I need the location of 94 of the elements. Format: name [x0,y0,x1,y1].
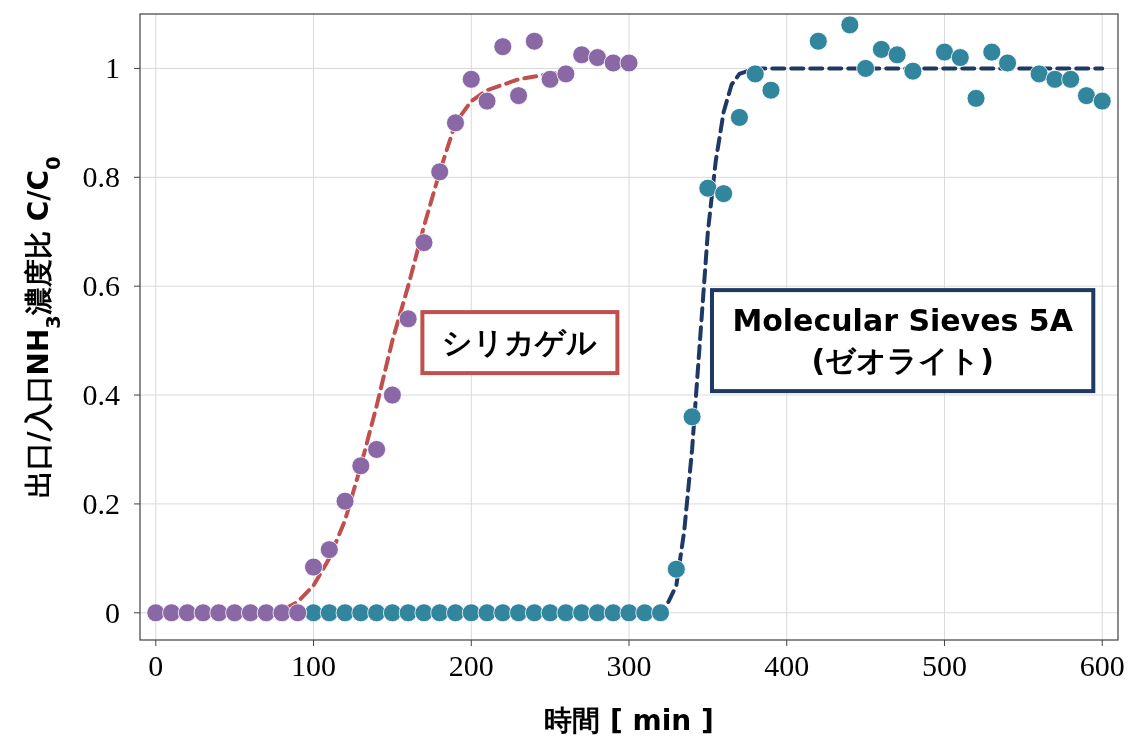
point [1045,69,1065,89]
point [477,603,497,623]
point [1061,69,1081,89]
point [382,603,402,623]
point [871,39,891,59]
point [146,603,166,623]
x-tick-label: 0 [148,649,164,682]
point [398,309,418,329]
x-tick-label: 500 [921,649,967,682]
point [351,456,371,476]
point [588,48,607,67]
point [225,603,245,623]
point [572,603,592,623]
point [603,53,623,73]
point [887,45,907,65]
x-tick-label: 400 [764,649,810,682]
point [714,184,734,204]
x-tick-label: 300 [606,649,652,682]
point [666,559,686,579]
series-label: Molecular Sieves 5A (ゼオライト) [732,303,1074,379]
point [493,37,513,57]
point [966,88,986,108]
point [193,603,213,623]
point [761,80,781,100]
point [319,540,339,560]
series-label: シリカゲル [420,310,620,376]
y-tick-label: 0 [105,595,120,629]
point [461,603,481,623]
point [493,603,513,623]
point [162,603,181,623]
point [682,407,702,427]
point [477,91,497,111]
point [351,603,371,623]
series-label: Molecular Sieves 5A (ゼオライト) [710,288,1096,394]
point [950,48,970,67]
point [414,233,434,253]
x-tick-label: 100 [291,649,337,682]
point [272,603,292,623]
point [319,603,339,623]
point [509,86,528,106]
point [430,603,450,623]
x-axis-title: 時間 [ min ] [544,704,714,737]
point [856,59,876,78]
y-tick-label: 0.6 [82,269,120,303]
y-tick-label: 1 [105,51,120,85]
point [840,15,860,35]
point [209,603,229,623]
point [1092,91,1112,111]
point [651,603,670,623]
point [588,603,607,623]
point [177,603,197,623]
point [241,603,260,623]
point [414,603,434,623]
point [524,31,544,51]
point [540,69,560,89]
point [698,178,718,198]
x-tick-label: 600 [1079,649,1125,682]
y-tick-label: 0.8 [82,160,120,194]
point [398,603,418,623]
point [935,42,954,62]
point [335,491,355,511]
point [367,603,387,623]
point [635,603,655,623]
point [430,162,450,182]
point [998,53,1017,73]
point [1029,64,1049,84]
point [745,64,765,84]
point [446,603,465,623]
point [556,603,576,623]
point [256,603,276,623]
point [619,603,639,623]
point [304,557,323,577]
point [808,31,828,51]
point [603,603,623,623]
point [382,385,402,405]
point [446,113,465,133]
point [619,53,639,73]
x-tick-label: 200 [448,649,494,682]
point [730,108,749,127]
point [288,603,308,623]
y-tick-label: 0.2 [82,486,120,520]
point [509,603,528,623]
point [572,45,592,65]
series-label: シリカゲル [442,325,598,361]
point [524,603,544,623]
point [540,603,560,623]
point [556,64,576,84]
point [903,61,923,81]
point [461,69,481,89]
point [335,603,355,623]
point [367,440,387,459]
y-tick-label: 0.4 [82,378,120,412]
point [982,42,1002,62]
point [1077,86,1096,106]
